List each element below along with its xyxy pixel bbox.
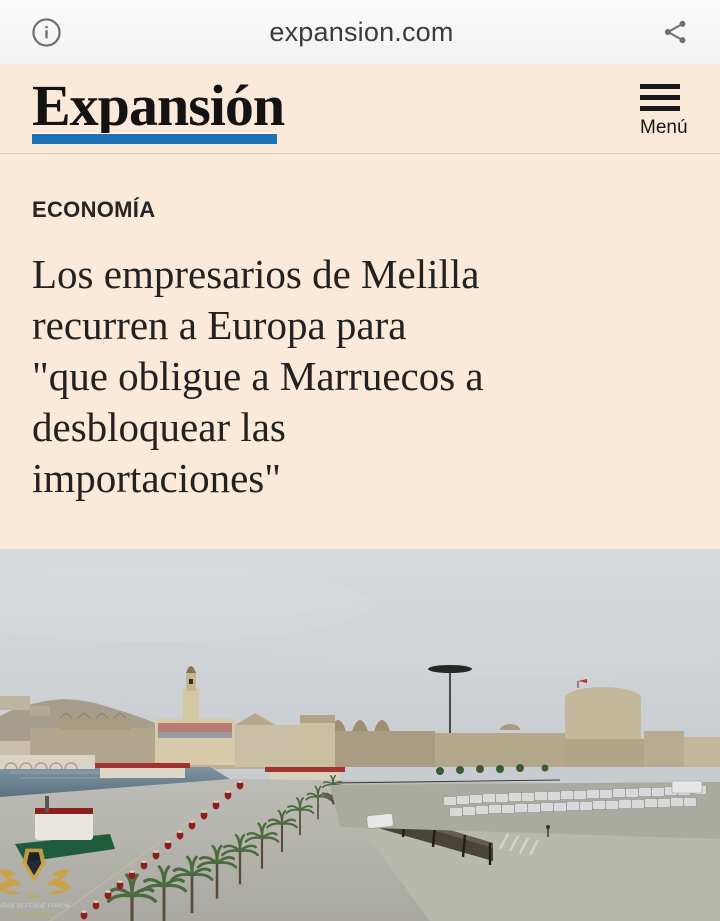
svg-text:المنتدى العربي للدفاع: المنتدى العربي للدفاع <box>13 911 56 917</box>
svg-text:ARAB DEFENSE FORUM: ARAB DEFENSE FORUM <box>0 903 70 909</box>
svg-text:DA: DA <box>29 893 40 901</box>
